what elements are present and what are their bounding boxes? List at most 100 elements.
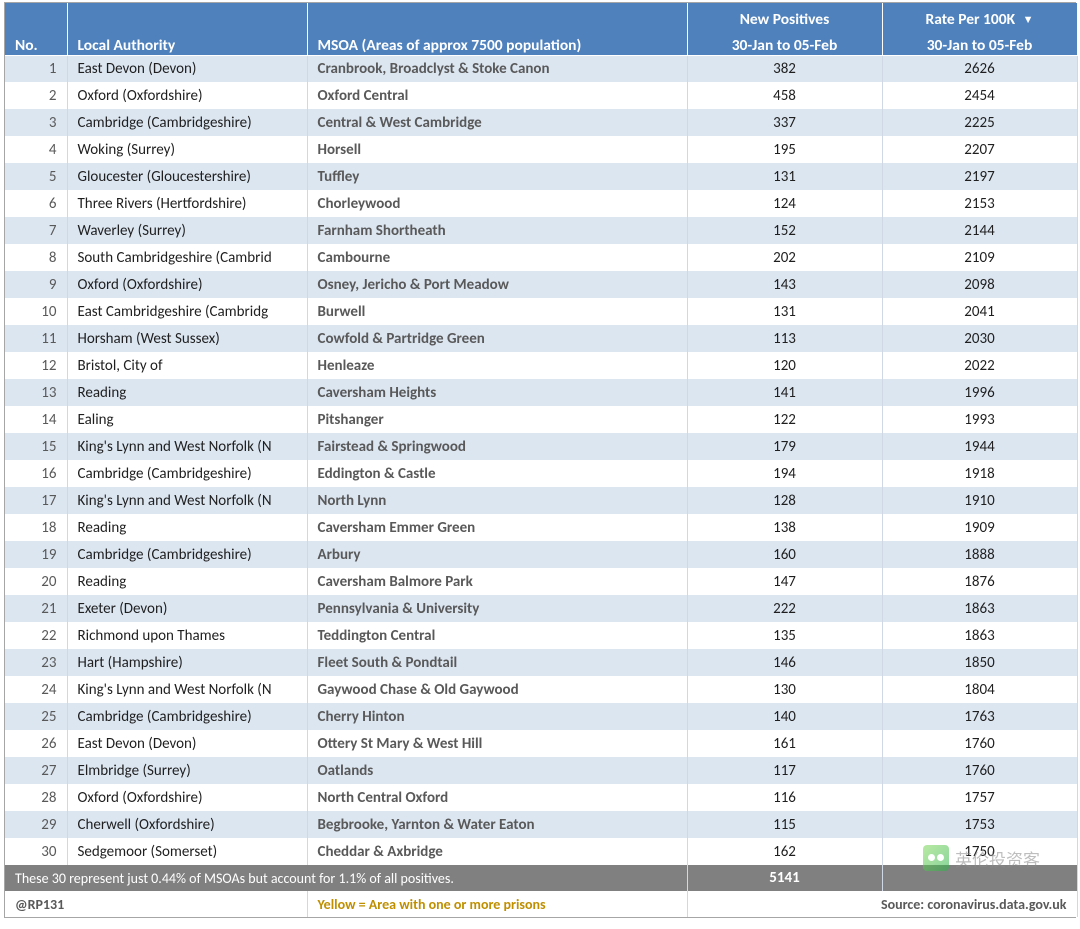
cell-no: 16: [5, 460, 67, 487]
header-no[interactable]: No.: [5, 29, 67, 55]
cell-np: 120: [687, 352, 882, 379]
table-row: 5Gloucester (Gloucestershire)Tuffley1312…: [5, 163, 1077, 190]
cell-la: South Cambridgeshire (Cambrid: [67, 244, 307, 271]
cell-np: 135: [687, 622, 882, 649]
header-msoa-top[interactable]: [307, 3, 687, 29]
cell-msoa: Tuffley: [307, 163, 687, 190]
cell-np: 458: [687, 82, 882, 109]
cell-no: 3: [5, 109, 67, 136]
cell-np: 130: [687, 676, 882, 703]
table-row: 17King's Lynn and West Norfolk (NNorth L…: [5, 487, 1077, 514]
header-la-top[interactable]: [67, 3, 307, 29]
cell-msoa: Caversham Heights: [307, 379, 687, 406]
cell-np: 152: [687, 217, 882, 244]
cell-msoa: Ottery St Mary & West Hill: [307, 730, 687, 757]
table-footer: These 30 represent just 0.44% of MSOAs b…: [5, 865, 1077, 917]
cell-no: 30: [5, 838, 67, 865]
cell-msoa: Cherry Hinton: [307, 703, 687, 730]
cell-rate: 1763: [882, 703, 1077, 730]
table-row: 11Horsham (West Sussex)Cowfold & Partrid…: [5, 325, 1077, 352]
footer-handle: @RP131: [5, 891, 307, 917]
cell-rate: 1760: [882, 757, 1077, 784]
header-no-top[interactable]: [5, 3, 67, 29]
cell-msoa: Chorleywood: [307, 190, 687, 217]
cell-np: 131: [687, 298, 882, 325]
table-body: 1East Devon (Devon)Cranbrook, Broadclyst…: [5, 55, 1077, 865]
cell-np: 113: [687, 325, 882, 352]
cell-la: King's Lynn and West Norfolk (N: [67, 487, 307, 514]
cell-la: Bristol, City of: [67, 352, 307, 379]
cell-no: 22: [5, 622, 67, 649]
header-msoa[interactable]: MSOA (Areas of approx 7500 population): [307, 29, 687, 55]
data-table-container: New Positives Rate Per 100K ▼ No. Local …: [4, 2, 1076, 918]
table-row: 15King's Lynn and West Norfolk (NFairste…: [5, 433, 1077, 460]
table-row: 22Richmond upon ThamesTeddington Central…: [5, 622, 1077, 649]
cell-np: 195: [687, 136, 882, 163]
cell-la: Horsham (West Sussex): [67, 325, 307, 352]
cell-msoa: Cheddar & Axbridge: [307, 838, 687, 865]
cell-no: 5: [5, 163, 67, 190]
cell-rate: 1750: [882, 838, 1077, 865]
footer-source: Source: coronavirus.data.gov.uk: [687, 891, 1077, 917]
header-rate-label: Rate Per 100K: [926, 10, 1016, 29]
cell-np: 161: [687, 730, 882, 757]
cell-np: 179: [687, 433, 882, 460]
cell-rate: 1850: [882, 649, 1077, 676]
cell-np: 382: [687, 55, 882, 82]
cell-rate: 2626: [882, 55, 1077, 82]
cell-la: Woking (Surrey): [67, 136, 307, 163]
cell-rate: 2153: [882, 190, 1077, 217]
cell-np: 124: [687, 190, 882, 217]
cell-no: 24: [5, 676, 67, 703]
cell-no: 29: [5, 811, 67, 838]
table-row: 21Exeter (Devon)Pennsylvania & Universit…: [5, 595, 1077, 622]
cell-no: 10: [5, 298, 67, 325]
cell-no: 12: [5, 352, 67, 379]
cell-no: 9: [5, 271, 67, 298]
cell-no: 21: [5, 595, 67, 622]
cell-rate: 1909: [882, 514, 1077, 541]
cell-msoa: Oatlands: [307, 757, 687, 784]
header-la[interactable]: Local Authority: [67, 29, 307, 55]
table-row: 6Three Rivers (Hertfordshire)Chorleywood…: [5, 190, 1077, 217]
cell-no: 27: [5, 757, 67, 784]
header-np-top[interactable]: New Positives: [687, 3, 882, 29]
cell-la: Hart (Hampshire): [67, 649, 307, 676]
cell-la: Reading: [67, 514, 307, 541]
summary-total: 5141: [687, 865, 882, 891]
cell-rate: 1944: [882, 433, 1077, 460]
summary-text: These 30 represent just 0.44% of MSOAs b…: [5, 865, 687, 891]
cell-np: 143: [687, 271, 882, 298]
cell-rate: 2041: [882, 298, 1077, 325]
cell-msoa: Fleet South & Pondtail: [307, 649, 687, 676]
cell-msoa: Teddington Central: [307, 622, 687, 649]
cell-msoa: Cowfold & Partridge Green: [307, 325, 687, 352]
table-row: 2Oxford (Oxfordshire)Oxford Central45824…: [5, 82, 1077, 109]
cell-no: 7: [5, 217, 67, 244]
cell-rate: 2022: [882, 352, 1077, 379]
cell-la: Cambridge (Cambridgeshire): [67, 703, 307, 730]
cell-msoa: Eddington & Castle: [307, 460, 687, 487]
cell-rate: 1993: [882, 406, 1077, 433]
cell-msoa: Central & West Cambridge: [307, 109, 687, 136]
cell-np: 131: [687, 163, 882, 190]
cell-rate: 1757: [882, 784, 1077, 811]
cell-np: 128: [687, 487, 882, 514]
cell-np: 141: [687, 379, 882, 406]
cell-la: Sedgemoor (Somerset): [67, 838, 307, 865]
header-np[interactable]: 30-Jan to 05-Feb: [687, 29, 882, 55]
cell-np: 122: [687, 406, 882, 433]
cell-rate: 2030: [882, 325, 1077, 352]
summary-row: These 30 represent just 0.44% of MSOAs b…: [5, 865, 1077, 891]
table-row: 14EalingPitshanger1221993: [5, 406, 1077, 433]
table-row: 3Cambridge (Cambridgeshire)Central & Wes…: [5, 109, 1077, 136]
cell-rate: 1996: [882, 379, 1077, 406]
header-rate[interactable]: 30-Jan to 05-Feb: [882, 29, 1077, 55]
header-rate-top[interactable]: Rate Per 100K ▼: [882, 3, 1077, 29]
cell-la: Cambridge (Cambridgeshire): [67, 460, 307, 487]
cell-rate: 1876: [882, 568, 1077, 595]
cell-no: 2: [5, 82, 67, 109]
cell-msoa: Henleaze: [307, 352, 687, 379]
cell-la: Oxford (Oxfordshire): [67, 784, 307, 811]
cell-msoa: Burwell: [307, 298, 687, 325]
